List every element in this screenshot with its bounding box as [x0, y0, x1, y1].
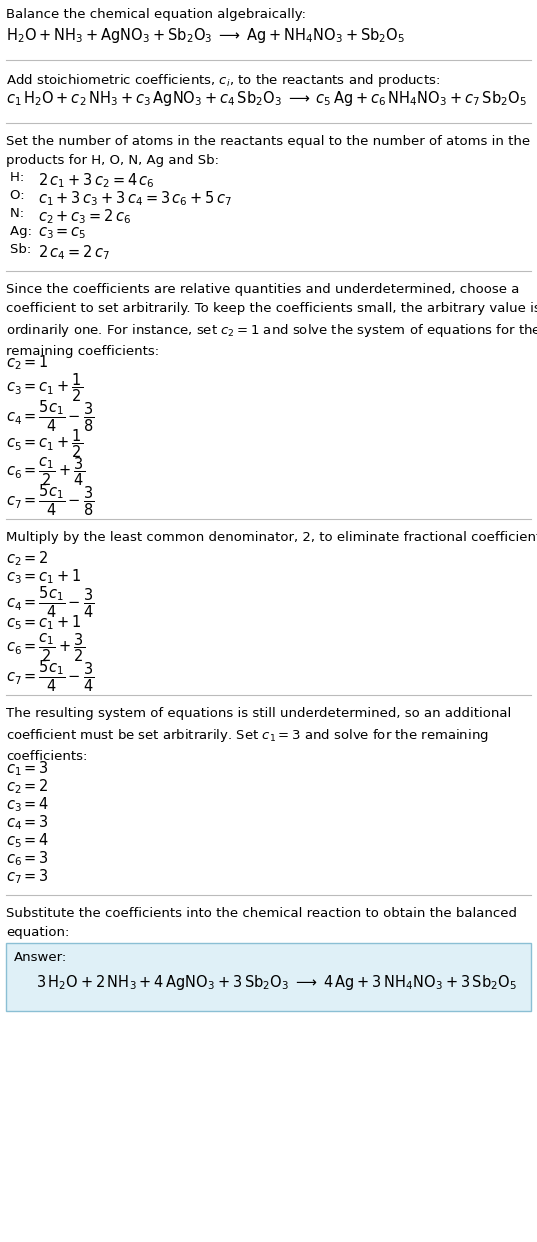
- Text: N:: N:: [10, 207, 33, 220]
- FancyBboxPatch shape: [6, 943, 531, 1011]
- Text: $c_2 = 1$: $c_2 = 1$: [6, 353, 49, 371]
- Text: $c_4 = \dfrac{5c_1}{4} - \dfrac{3}{4}$: $c_4 = \dfrac{5c_1}{4} - \dfrac{3}{4}$: [6, 585, 95, 620]
- Text: $c_3 = 4$: $c_3 = 4$: [6, 795, 49, 814]
- Text: $c_7 = \dfrac{5c_1}{4} - \dfrac{3}{4}$: $c_7 = \dfrac{5c_1}{4} - \dfrac{3}{4}$: [6, 660, 95, 694]
- Text: Answer:: Answer:: [14, 951, 67, 964]
- Text: H:: H:: [10, 171, 33, 184]
- Text: $c_7 = 3$: $c_7 = 3$: [6, 867, 49, 886]
- Text: $c_6 = 3$: $c_6 = 3$: [6, 850, 49, 868]
- Text: Set the number of atoms in the reactants equal to the number of atoms in the
pro: Set the number of atoms in the reactants…: [6, 135, 530, 166]
- Text: $c_5 = c_1 + 1$: $c_5 = c_1 + 1$: [6, 614, 82, 632]
- Text: $2\,c_1 + 3\,c_2 = 4\,c_6$: $2\,c_1 + 3\,c_2 = 4\,c_6$: [38, 171, 155, 190]
- Text: Balance the chemical equation algebraically:: Balance the chemical equation algebraica…: [6, 7, 306, 21]
- Text: $c_5 = 4$: $c_5 = 4$: [6, 831, 49, 850]
- Text: $c_1 + 3\,c_3 + 3\,c_4 = 3\,c_6 + 5\,c_7$: $c_1 + 3\,c_3 + 3\,c_4 = 3\,c_6 + 5\,c_7…: [38, 189, 232, 207]
- Text: $3\,\mathrm{H_2O} + 2\,\mathrm{NH_3} + 4\,\mathrm{AgNO_3} + 3\,\mathrm{Sb_2O_3}\: $3\,\mathrm{H_2O} + 2\,\mathrm{NH_3} + 4…: [36, 972, 517, 992]
- Text: $c_6 = \dfrac{c_1}{2} + \dfrac{3}{4}$: $c_6 = \dfrac{c_1}{2} + \dfrac{3}{4}$: [6, 455, 85, 488]
- Text: $c_2 + c_3 = 2\,c_6$: $c_2 + c_3 = 2\,c_6$: [38, 207, 132, 226]
- Text: The resulting system of equations is still underdetermined, so an additional
coe: The resulting system of equations is sti…: [6, 707, 511, 763]
- Text: O:: O:: [10, 189, 33, 202]
- Text: $c_7 = \dfrac{5c_1}{4} - \dfrac{3}{8}$: $c_7 = \dfrac{5c_1}{4} - \dfrac{3}{8}$: [6, 483, 95, 518]
- Text: $\mathrm{H_2O + NH_3 + AgNO_3 + Sb_2O_3}$$\;\longrightarrow\;$$\mathrm{Ag + NH_4: $\mathrm{H_2O + NH_3 + AgNO_3 + Sb_2O_3}…: [6, 26, 405, 45]
- Text: Multiply by the least common denominator, 2, to eliminate fractional coefficient: Multiply by the least common denominator…: [6, 532, 537, 544]
- Text: Since the coefficients are relative quantities and underdetermined, choose a
coe: Since the coefficients are relative quan…: [6, 283, 537, 358]
- Text: $c_4 = 3$: $c_4 = 3$: [6, 814, 49, 832]
- Text: $c_1\,\mathrm{H_2O} + c_2\,\mathrm{NH_3} + c_3\,\mathrm{AgNO_3} + c_4\,\mathrm{S: $c_1\,\mathrm{H_2O} + c_2\,\mathrm{NH_3}…: [6, 89, 527, 108]
- Text: Add stoichiometric coefficients, $c_i$, to the reactants and products:: Add stoichiometric coefficients, $c_i$, …: [6, 72, 440, 89]
- Text: $c_3 = c_5$: $c_3 = c_5$: [38, 225, 86, 241]
- Text: $c_6 = \dfrac{c_1}{2} + \dfrac{3}{2}$: $c_6 = \dfrac{c_1}{2} + \dfrac{3}{2}$: [6, 631, 85, 663]
- Text: $2\,c_4 = 2\,c_7$: $2\,c_4 = 2\,c_7$: [38, 243, 110, 262]
- Text: $c_3 = c_1 + 1$: $c_3 = c_1 + 1$: [6, 568, 82, 586]
- Text: $c_5 = c_1 + \dfrac{1}{2}$: $c_5 = c_1 + \dfrac{1}{2}$: [6, 427, 83, 460]
- Text: Substitute the coefficients into the chemical reaction to obtain the balanced
eq: Substitute the coefficients into the che…: [6, 907, 517, 939]
- Text: $c_4 = \dfrac{5c_1}{4} - \dfrac{3}{8}$: $c_4 = \dfrac{5c_1}{4} - \dfrac{3}{8}$: [6, 399, 95, 435]
- Text: $c_2 = 2$: $c_2 = 2$: [6, 549, 49, 568]
- Text: $c_1 = 3$: $c_1 = 3$: [6, 759, 49, 777]
- Text: Sb:: Sb:: [10, 243, 35, 256]
- Text: $c_3 = c_1 + \dfrac{1}{2}$: $c_3 = c_1 + \dfrac{1}{2}$: [6, 371, 83, 404]
- Text: Ag:: Ag:: [10, 225, 37, 238]
- Text: $c_2 = 2$: $c_2 = 2$: [6, 777, 49, 796]
